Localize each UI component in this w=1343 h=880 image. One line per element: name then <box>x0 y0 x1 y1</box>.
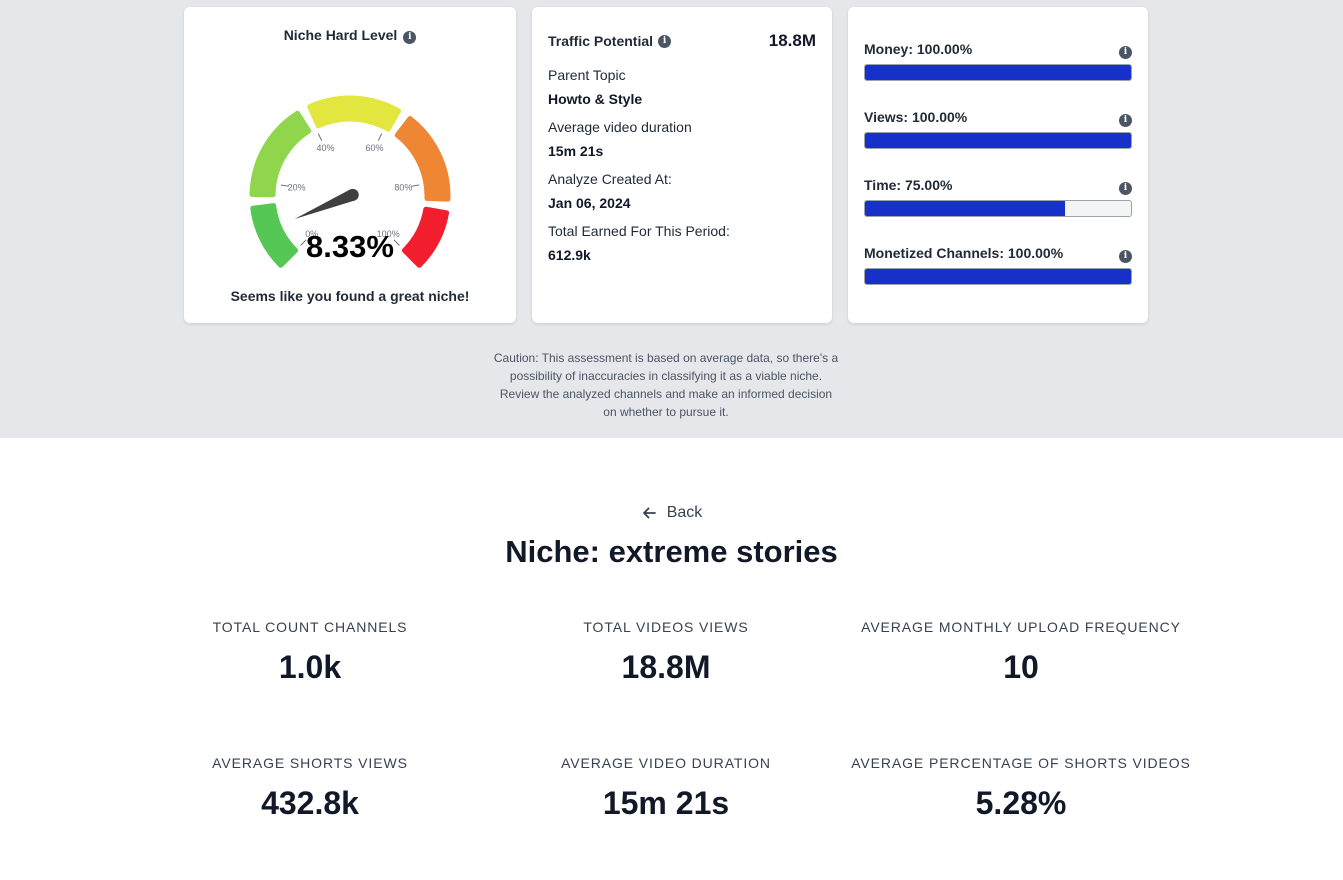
info-icon[interactable]: i <box>1119 249 1132 263</box>
money-score: Money: 100.00% i <box>864 39 1132 81</box>
gauge-tick-label: 0% <box>305 229 318 239</box>
stat-value: 10 <box>1003 649 1039 685</box>
stat-value: 18.8M <box>621 649 711 685</box>
stat-average-video-duration: AVERAGE VIDEO DURATION 15m 21s <box>486 755 846 822</box>
detail-value: 612.9k <box>548 247 591 263</box>
gauge-tick-label: 60% <box>366 143 384 153</box>
gauge-segment-hard <box>394 116 451 202</box>
niche-hard-level-title: Niche Hard Level <box>283 27 398 43</box>
detail-item: Analyze Created At: Jan 06, 2024 <box>548 171 730 223</box>
detail-value: Jan 06, 2024 <box>548 195 631 211</box>
time-progress-bar <box>864 200 1132 217</box>
detail-label: Total Earned For This Period: <box>548 223 730 239</box>
views-progress-fill <box>865 133 1131 148</box>
niche-details-list: Parent Topic Howto & Style Average video… <box>548 67 730 275</box>
stat-value: 432.8k <box>261 785 359 821</box>
back-label[interactable]: Back <box>666 504 703 521</box>
money-progress-fill <box>865 65 1131 80</box>
stat-label: TOTAL VIDEOS VIEWS <box>583 619 749 635</box>
gauge-tagline: Seems like you found a great niche! <box>230 288 470 304</box>
gauge-tick-mark <box>377 133 383 141</box>
info-icon[interactable]: i <box>1119 45 1132 59</box>
gauge-tick-label: 40% <box>316 143 334 153</box>
gauge-tick-label: 100% <box>377 229 400 239</box>
caution-line: possibility of inaccuracies in classifyi… <box>509 369 823 383</box>
page-title: Niche: extreme stories <box>505 534 838 569</box>
gauge-tick-mark <box>317 133 323 141</box>
gauge-tick-mark <box>280 184 289 187</box>
detail-item: Total Earned For This Period: 612.9k <box>548 223 730 275</box>
gauge-value: 8.33% <box>306 229 394 264</box>
stat-label: AVERAGE MONTHLY UPLOAD FREQUENCY <box>861 619 1181 635</box>
gauge-tick-mark <box>300 239 307 246</box>
stat-label: TOTAL COUNT CHANNELS <box>212 619 408 635</box>
stat-total-videos-views: TOTAL VIDEOS VIEWS 18.8M <box>486 619 846 686</box>
views-progress-bar <box>864 132 1132 149</box>
info-icon[interactable]: i <box>658 34 672 48</box>
stat-value: 5.28% <box>975 785 1067 821</box>
monetized-channels-progress-bar <box>864 268 1132 285</box>
monetized-channels-score-label: Monetized Channels: 100.00% <box>864 245 1064 261</box>
arrow-left-icon <box>642 507 656 519</box>
gauge-needle <box>294 189 356 219</box>
back-link[interactable]: Back <box>0 504 1343 522</box>
gauge-tick-label: 80% <box>394 183 412 193</box>
detail-item: Average video duration 15m 21s <box>548 119 730 171</box>
gauge-tick-mark <box>411 184 420 187</box>
money-score-label: Money: 100.00% <box>864 41 973 57</box>
stat-average-shorts-views: AVERAGE SHORTS VIEWS 432.8k <box>130 755 490 822</box>
monetized-channels-score: Monetized Channels: 100.00% i <box>864 243 1132 285</box>
views-score: Views: 100.00% i <box>864 107 1132 149</box>
caution-line: on whether to pursue it. <box>603 405 729 419</box>
info-icon[interactable]: i <box>403 31 417 44</box>
gauge-segment-very-hard <box>401 206 450 268</box>
views-score-label: Views: 100.00% <box>864 109 968 125</box>
gauge-segment-very-easy <box>250 203 299 268</box>
detail-item: Parent Topic Howto & Style <box>548 67 730 119</box>
detail-label: Parent Topic <box>548 67 626 83</box>
detail-label: Average video duration <box>548 119 692 135</box>
caution-notice: Caution: This assessment is based on ave… <box>466 349 866 421</box>
gauge-tick-label: 20% <box>288 183 306 193</box>
gauge-segment-easy <box>249 110 312 198</box>
stat-value: 15m 21s <box>602 785 730 821</box>
time-score: Time: 75.00% i <box>864 175 1132 217</box>
info-icon[interactable]: i <box>1119 113 1132 127</box>
stat-label: AVERAGE PERCENTAGE OF SHORTS VIDEOS <box>851 755 1191 771</box>
detail-value: 15m 21s <box>548 143 604 159</box>
gauge-segment-medium <box>307 95 402 132</box>
time-progress-fill <box>865 201 1065 216</box>
stat-label: AVERAGE VIDEO DURATION <box>561 755 771 771</box>
stat-total-count-channels: TOTAL COUNT CHANNELS 1.0k <box>130 619 490 686</box>
stat-average-monthly-upload-frequency: AVERAGE MONTHLY UPLOAD FREQUENCY 10 <box>841 619 1201 686</box>
score-bars-card: Money: 100.00% i Views: 100.00% i Time: … <box>848 7 1148 323</box>
money-progress-bar <box>864 64 1132 81</box>
caution-line: Caution: This assessment is based on ave… <box>493 351 839 365</box>
gauge-needle-hub <box>346 188 359 201</box>
gauge-tick-mark <box>393 239 400 246</box>
detail-label: Analyze Created At: <box>548 171 672 187</box>
traffic-potential-card: Traffic Potential i 18.8M Parent Topic H… <box>532 7 832 323</box>
time-score-label: Time: 75.00% <box>864 177 953 193</box>
caution-line: Review the analyzed channels and make an… <box>499 387 833 401</box>
detail-value: Howto & Style <box>548 91 643 107</box>
niche-hard-level-card: Niche Hard Level i 0% 20% 40% 60% 80% 100% 8.33… <box>184 7 516 323</box>
stat-label: AVERAGE SHORTS VIEWS <box>212 755 408 771</box>
traffic-potential-value: 18.8M <box>768 31 816 50</box>
traffic-potential-label: Traffic Potential <box>548 33 654 49</box>
difficulty-gauge: 0% 20% 40% 60% 80% 100%8.33% <box>249 95 451 268</box>
info-icon[interactable]: i <box>1119 181 1132 195</box>
traffic-potential-header: Traffic Potential i 18.8M <box>548 31 816 51</box>
stat-average-percentage-of-shorts-videos: AVERAGE PERCENTAGE OF SHORTS VIDEOS 5.28… <box>841 755 1201 822</box>
monetized-channels-progress-fill <box>865 269 1131 284</box>
niche-hard-level-heading: Niche Hard Level i <box>184 27 516 44</box>
stat-value: 1.0k <box>278 649 342 685</box>
